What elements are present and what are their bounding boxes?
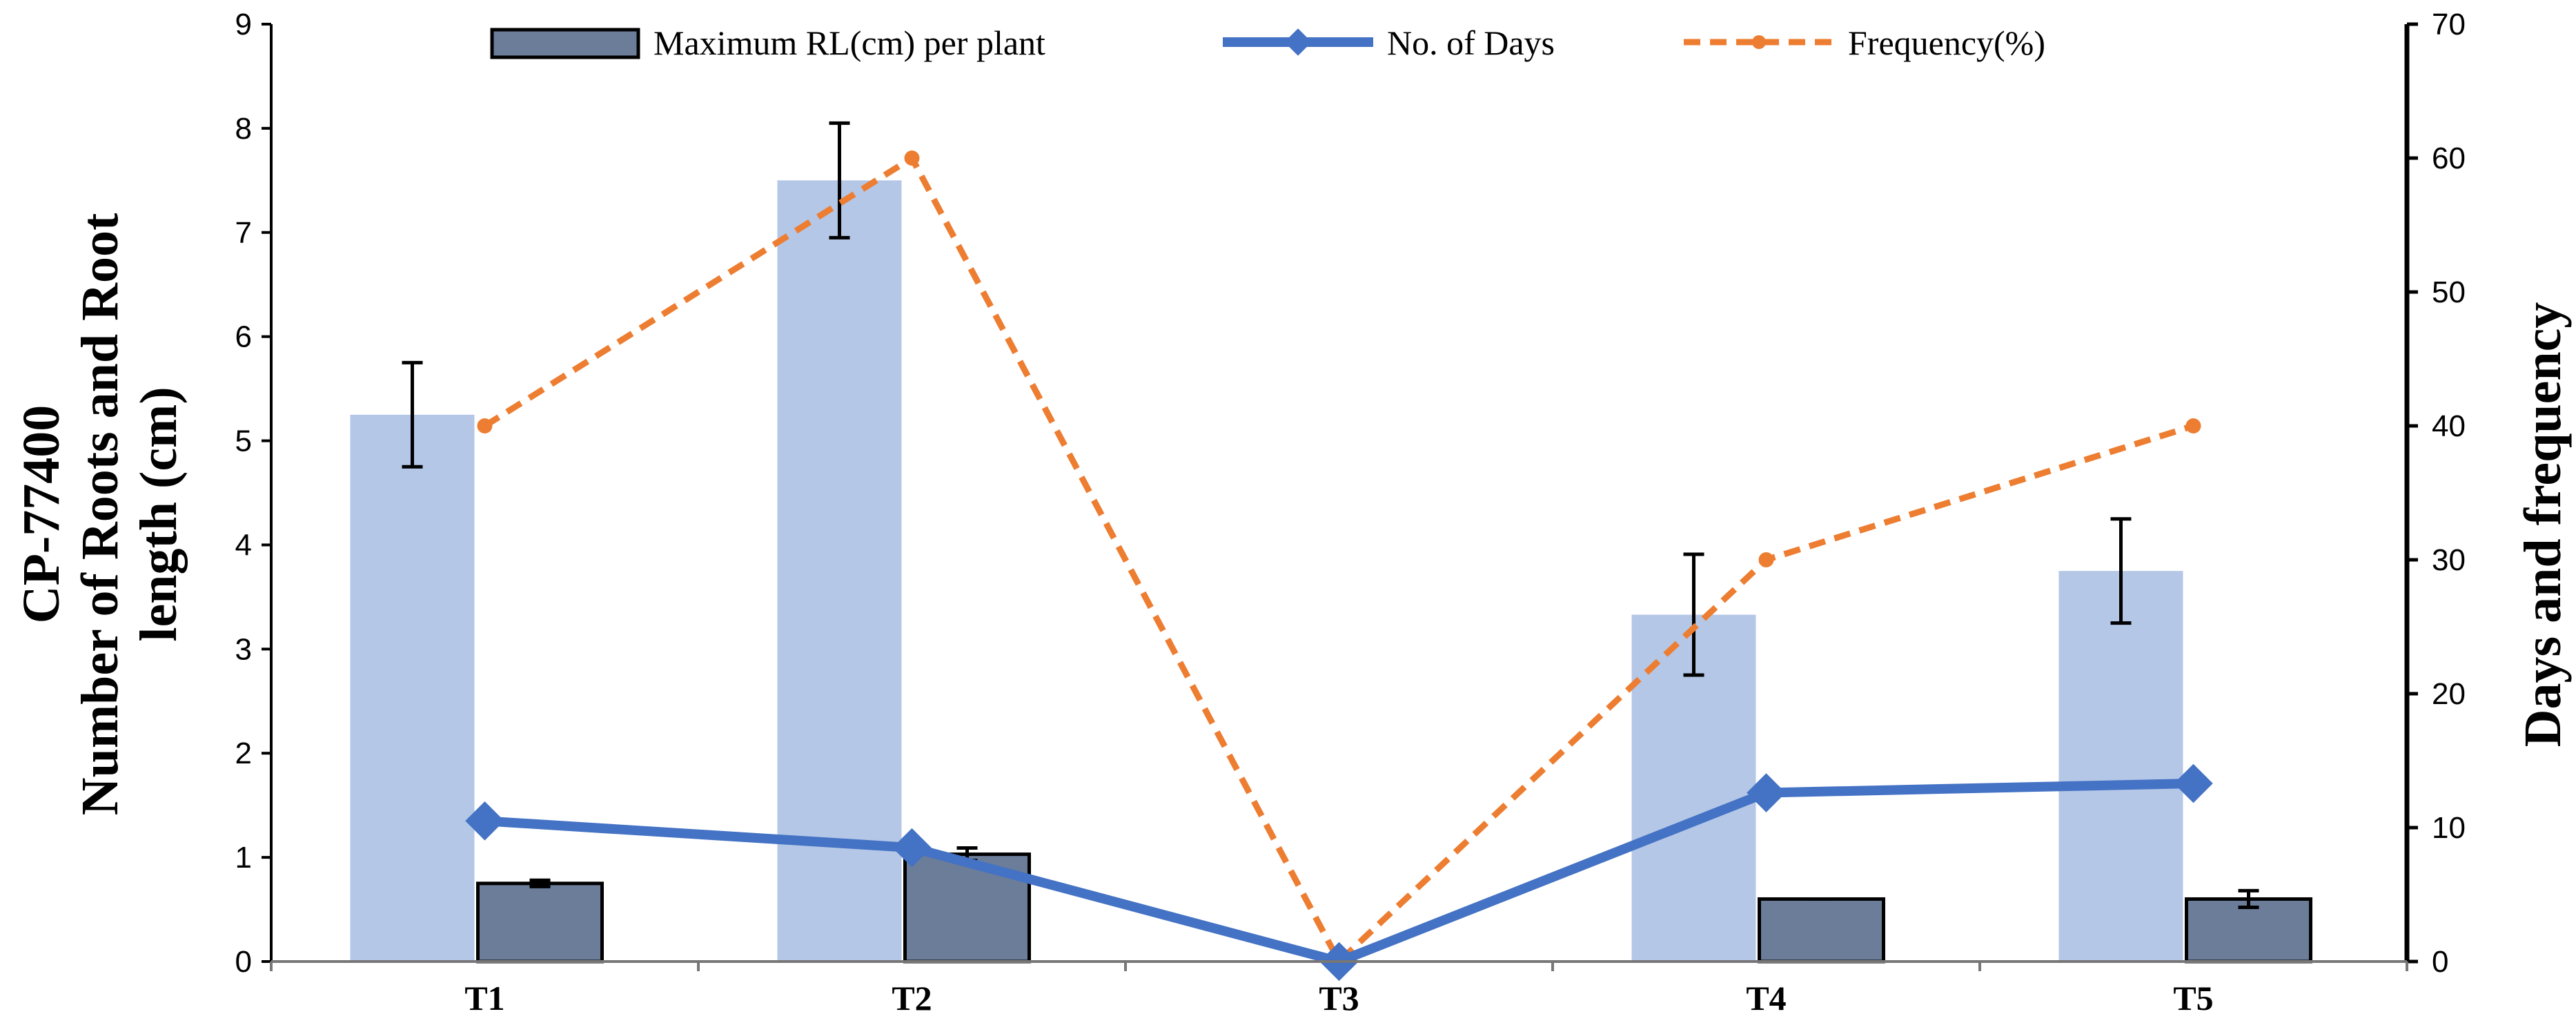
bar-roots-t2 — [777, 180, 902, 962]
left-tick-label: 9 — [235, 8, 252, 41]
bar-max-rl-t5 — [2185, 897, 2312, 964]
legend: Maximum RL(cm) per plant No. of Days Fre… — [490, 23, 2045, 62]
right-tick-label: 50 — [2432, 275, 2466, 309]
right-tick-label: 40 — [2432, 409, 2466, 443]
plot-area: 0 1 2 3 4 5 6 7 8 9 0 10 20 30 40 50 60 70 T1 T2 T3 T4 T5 — [235, 8, 2466, 1017]
right-tick-label: 20 — [2432, 677, 2466, 711]
left-tick-label: 8 — [235, 112, 252, 146]
right-tick-label: 0 — [2432, 945, 2448, 979]
left-tick-label: 0 — [235, 945, 252, 979]
left-tick-label: 3 — [235, 632, 252, 666]
right-tick-label: 70 — [2432, 8, 2466, 41]
left-axis-title-line2: Number of Roots and Root — [71, 213, 129, 816]
left-tick-label: 5 — [235, 425, 252, 458]
line-days — [484, 778, 2194, 966]
error-bar-max-rl-t1 — [529, 878, 551, 888]
right-tick-label: 30 — [2432, 543, 2466, 577]
left-tick-label: 1 — [235, 841, 252, 875]
left-tick-label: 4 — [235, 528, 252, 562]
point-frequency-t5 — [2185, 418, 2201, 433]
legend-marker-days — [1284, 28, 1312, 56]
left-axis-title-line3: length (cm) — [130, 387, 188, 641]
error-bar-max-rl-t5 — [2238, 888, 2259, 910]
x-category-label: T2 — [892, 979, 932, 1017]
point-days-t2 — [892, 828, 932, 868]
bar-roots-t5 — [2058, 571, 2183, 962]
right-tick-label: 10 — [2432, 811, 2466, 845]
right-axis-title: Days and frequency — [2514, 302, 2572, 748]
legend-label-frequency: Frequency(%) — [1848, 23, 2045, 62]
x-category-label: T1 — [464, 979, 504, 1017]
point-days-t4 — [1747, 773, 1786, 812]
point-frequency-t4 — [1758, 552, 1774, 567]
error-bar-roots-t4 — [1683, 552, 1704, 677]
left-axis-title-line1: CP-77400 — [12, 405, 70, 624]
bar-max-rl-t4 — [1758, 897, 1885, 964]
left-tick-label: 6 — [235, 320, 252, 354]
error-bar-roots-t5 — [2110, 517, 2132, 625]
legend-marker-frequency — [1752, 35, 1766, 49]
error-bar-roots-t2 — [829, 121, 850, 240]
error-bar-roots-t1 — [402, 360, 423, 469]
x-category-label: T3 — [1319, 979, 1359, 1017]
legend-label-days: No. of Days — [1387, 23, 1555, 62]
left-tick-label: 7 — [235, 216, 252, 250]
point-frequency-t2 — [904, 150, 920, 166]
point-days-t5 — [2174, 763, 2213, 803]
x-category-label: T5 — [2173, 979, 2213, 1017]
legend-swatch-max-rl — [490, 28, 640, 59]
bar-max-rl-t1 — [476, 881, 604, 964]
legend-label-max-rl: Maximum RL(cm) per plant — [653, 23, 1045, 62]
point-frequency-t1 — [477, 418, 493, 433]
right-tick-label: 60 — [2432, 142, 2466, 175]
x-category-label: T4 — [1746, 979, 1786, 1017]
point-days-t1 — [465, 801, 504, 841]
bar-roots-t1 — [350, 414, 475, 962]
left-axis-title: CP-77400 Number of Roots and Root length… — [12, 213, 188, 816]
left-tick-label: 2 — [235, 737, 252, 770]
